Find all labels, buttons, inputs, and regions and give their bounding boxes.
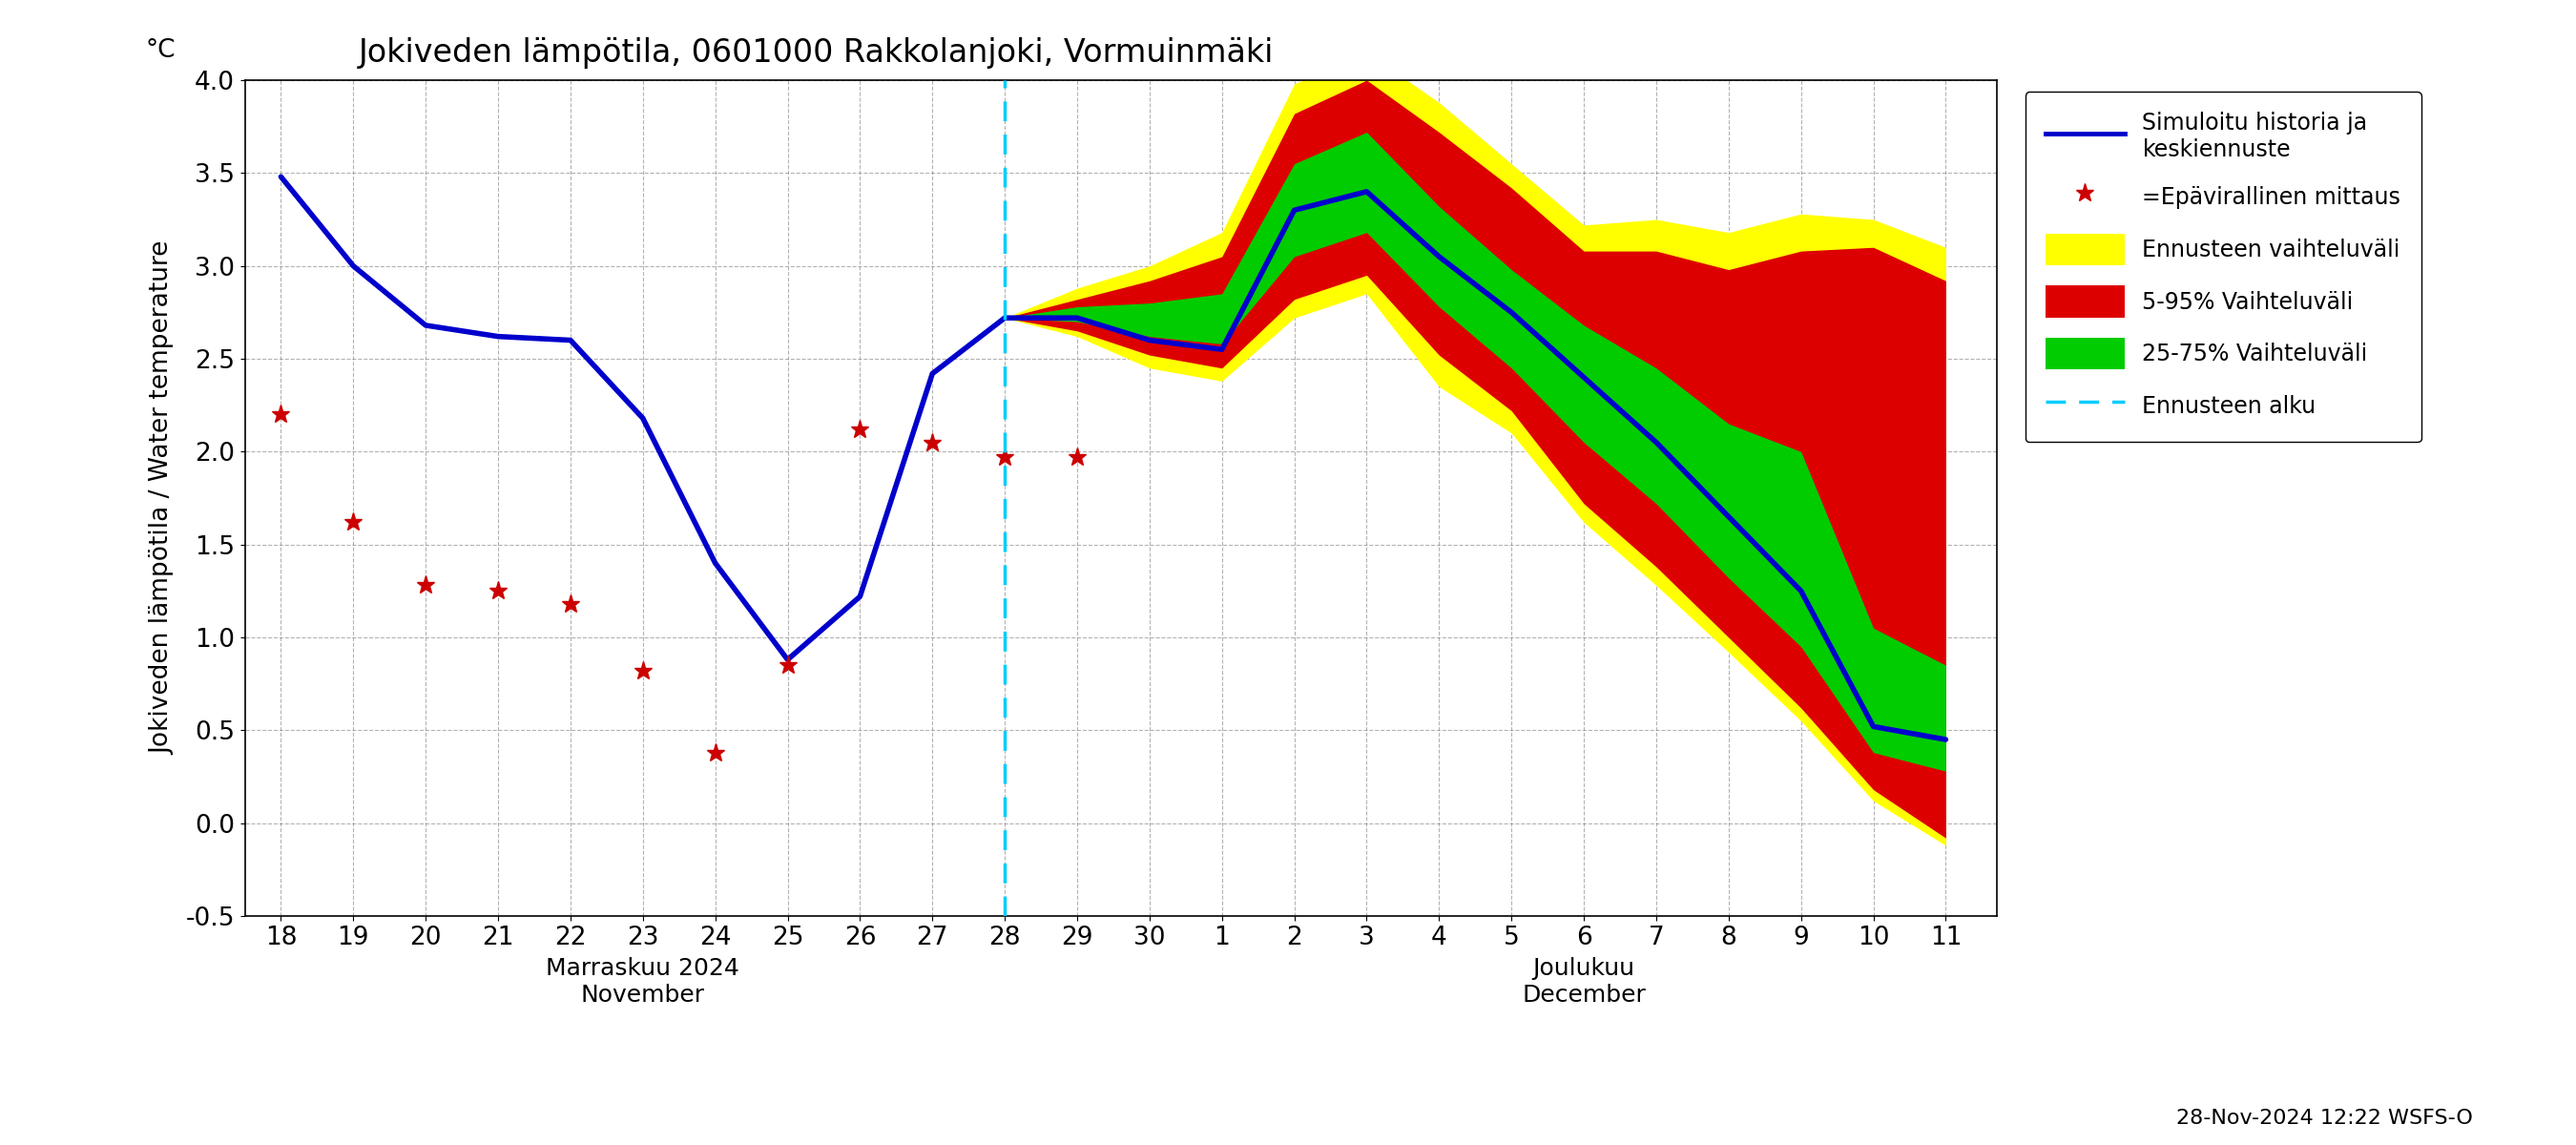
Text: Jokiveden lämpötila, 0601000 Rakkolanjoki, Vormuinmäki: Jokiveden lämpötila, 0601000 Rakkolanjok… (358, 37, 1275, 69)
Text: °C: °C (147, 39, 175, 63)
Y-axis label: Jokiveden lämpötila / Water temperature: Jokiveden lämpötila / Water temperature (149, 242, 175, 755)
Text: 28-Nov-2024 12:22 WSFS-O: 28-Nov-2024 12:22 WSFS-O (2177, 1108, 2473, 1128)
Legend: Simuloitu historia ja
keskiennuste, =Epävirallinen mittaus, Ennusteen vaihteluvä: Simuloitu historia ja keskiennuste, =Epä… (2025, 92, 2421, 442)
Text: Joulukuu
December: Joulukuu December (1522, 957, 1646, 1006)
Text: Marraskuu 2024
November: Marraskuu 2024 November (546, 957, 739, 1006)
